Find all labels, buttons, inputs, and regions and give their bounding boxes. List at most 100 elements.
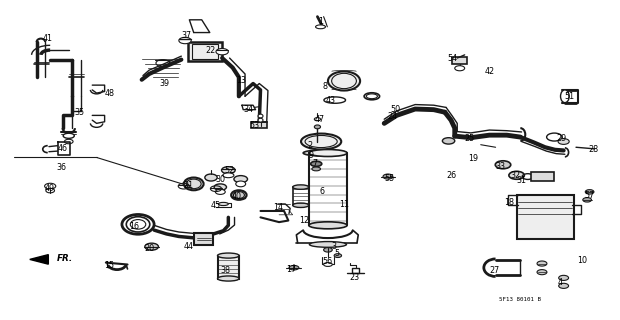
Text: FR.: FR.: [56, 254, 73, 263]
Text: 43: 43: [326, 96, 336, 105]
Ellipse shape: [184, 178, 203, 190]
Text: 49: 49: [45, 184, 55, 193]
Ellipse shape: [205, 174, 217, 181]
Ellipse shape: [454, 66, 464, 71]
Text: 28: 28: [588, 145, 598, 154]
Text: 14: 14: [273, 203, 283, 212]
Text: 8: 8: [322, 82, 327, 91]
Text: 33: 33: [495, 162, 505, 171]
Polygon shape: [30, 255, 48, 264]
Ellipse shape: [46, 188, 55, 193]
Ellipse shape: [303, 150, 339, 156]
Ellipse shape: [234, 176, 247, 183]
Text: 54: 54: [447, 54, 458, 63]
Ellipse shape: [293, 203, 309, 207]
Text: 19: 19: [468, 154, 479, 163]
Ellipse shape: [130, 220, 146, 229]
Ellipse shape: [45, 183, 56, 189]
Ellipse shape: [316, 25, 326, 29]
Text: 2: 2: [308, 141, 312, 150]
Text: 17: 17: [286, 265, 296, 274]
Ellipse shape: [509, 171, 525, 179]
Ellipse shape: [443, 138, 454, 144]
Bar: [251, 122, 267, 128]
Text: 5: 5: [335, 250, 340, 259]
Text: 37: 37: [182, 31, 192, 40]
Ellipse shape: [314, 118, 321, 121]
Text: 9: 9: [309, 151, 314, 160]
Text: 30: 30: [216, 175, 226, 184]
Ellipse shape: [231, 190, 247, 200]
Text: 48: 48: [105, 89, 115, 98]
Text: 11: 11: [340, 200, 350, 209]
Text: 22: 22: [205, 45, 216, 55]
Text: 44: 44: [184, 242, 194, 251]
Text: 3: 3: [331, 242, 336, 251]
Ellipse shape: [328, 71, 360, 91]
Text: 15: 15: [105, 261, 115, 270]
Ellipse shape: [314, 125, 321, 129]
Ellipse shape: [145, 243, 159, 250]
Ellipse shape: [311, 161, 322, 166]
Text: 18: 18: [504, 197, 514, 206]
Text: 46: 46: [58, 144, 68, 153]
Ellipse shape: [537, 270, 547, 275]
Text: 6: 6: [320, 188, 325, 196]
Text: 38: 38: [221, 266, 231, 276]
Bar: [452, 57, 467, 64]
Bar: [192, 44, 218, 59]
Text: 34: 34: [243, 105, 253, 114]
Bar: [193, 233, 213, 244]
Text: 7: 7: [312, 159, 317, 168]
Text: 23: 23: [350, 273, 360, 282]
Text: 16: 16: [129, 222, 139, 231]
Bar: [218, 256, 239, 279]
Ellipse shape: [559, 283, 569, 288]
Text: 5F13 80101 B: 5F13 80101 B: [499, 297, 541, 302]
Ellipse shape: [309, 242, 347, 247]
Text: 21: 21: [183, 181, 193, 190]
Text: 13: 13: [236, 76, 246, 85]
Ellipse shape: [293, 185, 309, 189]
Ellipse shape: [258, 118, 263, 122]
Text: 25: 25: [464, 134, 475, 143]
Ellipse shape: [309, 222, 347, 229]
Ellipse shape: [309, 149, 347, 156]
Text: 51: 51: [565, 92, 575, 101]
Ellipse shape: [324, 263, 332, 267]
Text: 45: 45: [211, 201, 221, 210]
Text: 29: 29: [556, 134, 566, 143]
Ellipse shape: [301, 133, 341, 149]
Text: 10: 10: [577, 256, 587, 265]
Text: 12: 12: [299, 216, 309, 225]
Text: 52: 52: [224, 166, 235, 175]
Text: 57: 57: [585, 190, 595, 200]
Text: 26: 26: [446, 171, 456, 180]
Ellipse shape: [215, 189, 225, 195]
Ellipse shape: [289, 266, 299, 270]
Text: 20: 20: [144, 244, 155, 253]
Ellipse shape: [558, 139, 569, 144]
Ellipse shape: [585, 190, 594, 194]
Ellipse shape: [560, 90, 569, 103]
Ellipse shape: [218, 253, 239, 258]
Ellipse shape: [221, 167, 235, 174]
Text: 53: 53: [249, 121, 259, 130]
Ellipse shape: [63, 133, 74, 138]
Ellipse shape: [324, 248, 332, 252]
Ellipse shape: [312, 167, 321, 171]
Bar: [531, 172, 554, 181]
Ellipse shape: [334, 254, 342, 258]
Ellipse shape: [383, 174, 393, 179]
Ellipse shape: [218, 202, 228, 205]
Text: 39: 39: [159, 79, 169, 88]
Ellipse shape: [236, 181, 246, 187]
Text: 32: 32: [510, 171, 520, 180]
Bar: [516, 195, 574, 239]
Ellipse shape: [537, 261, 547, 266]
Ellipse shape: [258, 114, 263, 118]
Text: 24: 24: [388, 113, 398, 122]
Text: 55: 55: [384, 174, 394, 183]
Text: 31: 31: [516, 176, 526, 185]
Text: 41: 41: [43, 34, 53, 43]
